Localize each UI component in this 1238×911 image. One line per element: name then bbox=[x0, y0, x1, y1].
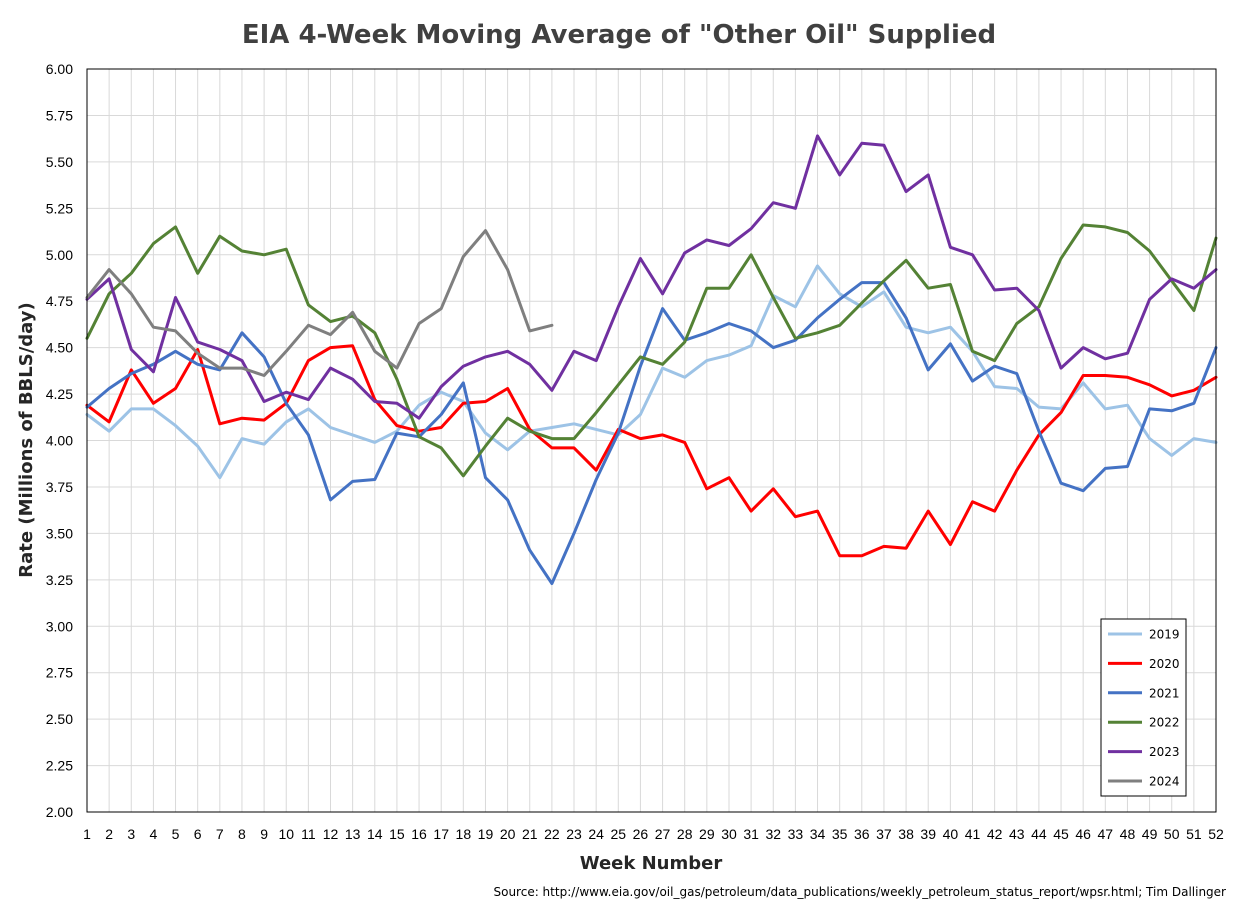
x-tick-label: 45 bbox=[1053, 826, 1069, 842]
y-tick-label: 2.00 bbox=[46, 804, 73, 820]
x-tick-label: 2 bbox=[105, 826, 113, 842]
x-tick-label: 49 bbox=[1142, 826, 1158, 842]
series-line-2021 bbox=[85, 281, 1218, 585]
x-tick-label: 39 bbox=[920, 826, 936, 842]
y-tick-label: 3.00 bbox=[46, 618, 73, 634]
chart-title: EIA 4-Week Moving Average of "Other Oil"… bbox=[242, 20, 996, 50]
x-tick-label: 12 bbox=[323, 826, 339, 842]
legend-label-2020: 2020 bbox=[1149, 657, 1180, 671]
x-tick-label: 35 bbox=[832, 826, 848, 842]
y-axis-ticks: 2.00 2.25 2.50 2.75 3.00 3.25 3.50 3.75 4.00 4.25… bbox=[46, 61, 73, 820]
x-tick-label: 9 bbox=[260, 826, 268, 842]
x-tick-label: 26 bbox=[633, 826, 649, 842]
x-tick-label: 27 bbox=[655, 826, 671, 842]
y-tick-label: 3.50 bbox=[46, 525, 73, 541]
x-tick-label: 33 bbox=[788, 826, 804, 842]
x-tick-label: 19 bbox=[478, 826, 494, 842]
y-tick-label: 2.75 bbox=[46, 665, 73, 681]
x-tick-label: 32 bbox=[765, 826, 781, 842]
x-tick-label: 43 bbox=[1009, 826, 1025, 842]
x-tick-label: 13 bbox=[345, 826, 361, 842]
x-tick-label: 40 bbox=[943, 826, 959, 842]
series-line-2022 bbox=[85, 223, 1218, 478]
x-tick-label: 47 bbox=[1098, 826, 1114, 842]
x-tick-label: 42 bbox=[987, 826, 1003, 842]
y-tick-label: 2.50 bbox=[46, 711, 73, 727]
x-tick-label: 4 bbox=[150, 826, 158, 842]
x-tick-label: 11 bbox=[301, 826, 316, 842]
x-tick-label: 5 bbox=[172, 826, 180, 842]
plot-area-border bbox=[86, 68, 1217, 813]
series-line-2020 bbox=[85, 344, 1218, 558]
x-tick-label: 16 bbox=[411, 826, 427, 842]
series-line-2024 bbox=[85, 229, 554, 377]
x-tick-label: 10 bbox=[278, 826, 294, 842]
x-axis-title: Week Number bbox=[580, 853, 723, 874]
x-tick-label: 24 bbox=[588, 826, 604, 842]
series-line-2023 bbox=[85, 134, 1218, 420]
y-tick-label: 5.00 bbox=[46, 247, 73, 263]
x-tick-label: 21 bbox=[522, 826, 538, 842]
y-tick-label: 5.25 bbox=[46, 200, 73, 216]
legend-label-2024: 2024 bbox=[1149, 775, 1180, 789]
y-tick-label: 3.25 bbox=[46, 572, 73, 588]
x-tick-label: 15 bbox=[389, 826, 405, 842]
y-tick-label: 5.75 bbox=[46, 107, 73, 123]
y-tick-label: 4.50 bbox=[46, 340, 73, 356]
x-tick-label: 3 bbox=[127, 826, 135, 842]
x-tick-label: 7 bbox=[216, 826, 224, 842]
x-tick-label: 51 bbox=[1186, 826, 1202, 842]
x-tick-label: 8 bbox=[238, 826, 246, 842]
series-lines bbox=[85, 134, 1218, 585]
legend-label-2019: 2019 bbox=[1149, 628, 1180, 642]
x-tick-label: 46 bbox=[1075, 826, 1091, 842]
y-tick-label: 2.25 bbox=[46, 758, 73, 774]
y-tick-label: 6.00 bbox=[46, 61, 73, 77]
legend: 2019 2020 2021 2022 2023 2024 bbox=[1100, 618, 1187, 797]
x-tick-label: 34 bbox=[810, 826, 826, 842]
x-axis-ticks: 1 2 3 4 5 6 7 8 9 10 11 12 13 14 15 16 17 18 19 20 21 22 23 24 2… bbox=[83, 826, 1224, 842]
y-tick-label: 5.50 bbox=[46, 154, 73, 170]
y-tick-label: 3.75 bbox=[46, 479, 73, 495]
y-axis-title: Rate (Millions of BBLS/day) bbox=[16, 302, 37, 577]
x-tick-label: 36 bbox=[854, 826, 870, 842]
x-tick-label: 41 bbox=[965, 826, 981, 842]
y-tick-label: 4.75 bbox=[46, 293, 73, 309]
source-note: Source: http://www.eia.gov/oil_gas/petro… bbox=[493, 885, 1226, 899]
x-tick-label: 1 bbox=[83, 826, 91, 842]
x-tick-label: 44 bbox=[1031, 826, 1047, 842]
x-tick-label: 28 bbox=[677, 826, 693, 842]
x-tick-label: 20 bbox=[500, 826, 516, 842]
x-tick-label: 25 bbox=[611, 826, 627, 842]
x-tick-label: 18 bbox=[456, 826, 472, 842]
y-tick-label: 4.25 bbox=[46, 386, 73, 402]
legend-label-2023: 2023 bbox=[1149, 745, 1180, 759]
legend-label-2022: 2022 bbox=[1149, 716, 1180, 730]
x-tick-label: 17 bbox=[433, 826, 449, 842]
x-tick-label: 52 bbox=[1208, 826, 1224, 842]
legend-label-2021: 2021 bbox=[1149, 686, 1180, 700]
x-tick-label: 30 bbox=[721, 826, 737, 842]
legend-box bbox=[1100, 618, 1187, 797]
series-line-2019 bbox=[85, 264, 1218, 480]
x-tick-label: 31 bbox=[743, 826, 759, 842]
x-tick-label: 48 bbox=[1120, 826, 1136, 842]
y-tick-label: 4.00 bbox=[46, 433, 73, 449]
x-tick-label: 22 bbox=[544, 826, 560, 842]
x-tick-label: 29 bbox=[699, 826, 715, 842]
x-tick-label: 38 bbox=[898, 826, 914, 842]
x-tick-label: 23 bbox=[566, 826, 582, 842]
x-tick-label: 50 bbox=[1164, 826, 1180, 842]
x-tick-label: 14 bbox=[367, 826, 383, 842]
x-tick-label: 37 bbox=[876, 826, 892, 842]
x-tick-label: 6 bbox=[194, 826, 202, 842]
